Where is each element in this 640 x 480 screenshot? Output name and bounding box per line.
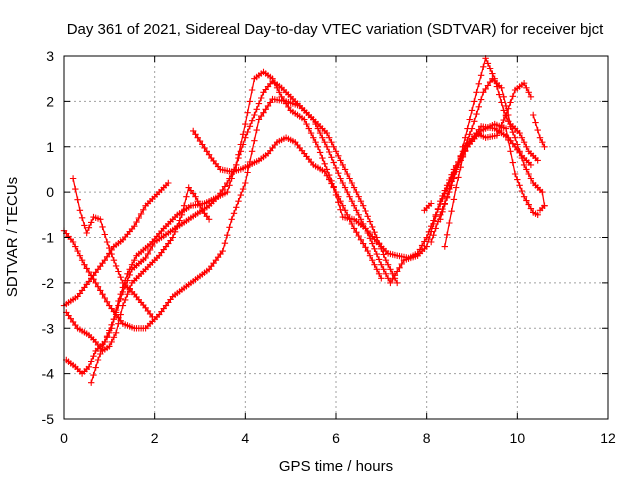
- series-track-8: [421, 200, 435, 214]
- series-track-4: [69, 175, 156, 321]
- x-tick-label: 10: [510, 430, 526, 446]
- x-tick-label: 4: [241, 430, 249, 446]
- series-plus-markers: [536, 202, 548, 214]
- y-tick-label: 1: [46, 139, 54, 155]
- series-plus-markers: [530, 111, 548, 150]
- x-tick-label: 6: [332, 430, 340, 446]
- series-track-11: [437, 120, 541, 223]
- series-plus-markers: [60, 95, 535, 332]
- series-plus-markers: [69, 175, 156, 321]
- x-axis-label: GPS time / hours: [279, 458, 393, 475]
- y-tick-label: 2: [46, 93, 54, 109]
- series-plus-markers: [437, 120, 541, 223]
- series-line: [439, 123, 539, 220]
- series-track-10: [441, 80, 535, 250]
- y-tick-label: -2: [42, 275, 55, 291]
- y-tick-label: 0: [46, 184, 54, 200]
- series-plus-markers: [421, 200, 435, 214]
- series-line: [423, 202, 432, 211]
- series-track-12: [530, 111, 548, 150]
- y-tick-label: -1: [42, 230, 55, 246]
- chart-title: Day 361 of 2021, Sidereal Day-to-day VTE…: [67, 21, 604, 38]
- y-tick-label: -5: [42, 411, 55, 427]
- x-tick-label: 2: [151, 430, 159, 446]
- series-track-1: [60, 95, 535, 332]
- y-tick-label: -4: [42, 366, 55, 382]
- y-tick-label: 3: [46, 48, 54, 64]
- data-series-layer: [60, 55, 548, 386]
- series-plus-markers: [63, 184, 213, 355]
- axis-ticks: [63, 55, 609, 420]
- x-tick-label: 12: [600, 430, 616, 446]
- x-tick-label: 0: [60, 430, 68, 446]
- y-axis-label: SDTVAR / TECUs: [4, 177, 21, 297]
- grid-lines: [64, 56, 608, 419]
- x-tick-label: 8: [423, 430, 431, 446]
- series-track-13: [536, 202, 548, 214]
- y-tick-label: -3: [42, 320, 55, 336]
- series-track-5: [63, 184, 213, 355]
